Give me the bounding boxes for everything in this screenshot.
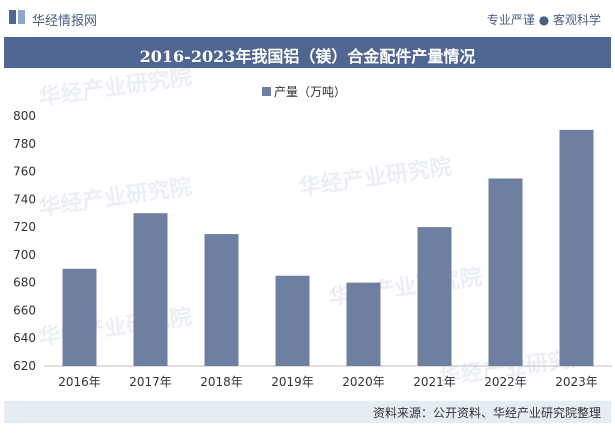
y-tick-label: 760 xyxy=(13,165,36,179)
x-tick-label: 2020年 xyxy=(342,375,385,389)
x-tick-label: 2022年 xyxy=(484,375,527,389)
x-tick-label: 2019年 xyxy=(271,375,314,389)
top-bar: 华经情报网 专业严谨 ● 客观科学 xyxy=(0,0,615,36)
footer: 资料来源：公开资料、华经产业研究院整理 xyxy=(4,401,611,423)
y-tick-label: 740 xyxy=(13,192,36,206)
y-tick-label: 720 xyxy=(13,220,36,234)
bar xyxy=(346,282,381,366)
watermark-text: 华经产业研究院 xyxy=(37,304,193,351)
logo-icon xyxy=(9,10,25,24)
y-tick-label: 620 xyxy=(13,359,36,373)
bar xyxy=(204,234,239,366)
bars xyxy=(62,129,594,366)
brand-name: 华经情报网 xyxy=(32,14,98,29)
title-bar: 2016-2023年我国铝（镁）合金配件产量情况 xyxy=(4,37,611,68)
bar xyxy=(488,178,523,366)
y-tick-label: 800 xyxy=(13,109,36,123)
x-axis: 2016年 2017年 2018年 2019年 2020年 2021年 2022年 2023年 xyxy=(58,375,598,389)
legend-label: 产量（万吨） xyxy=(274,85,346,99)
y-tick-label: 660 xyxy=(13,303,36,317)
bar-chart: 华经产业研究院华经产业研究院华经产业研究院华经产业研究院华经产业研究院华经产业研… xyxy=(13,68,612,391)
x-tick-label: 2023年 xyxy=(555,375,598,389)
bar xyxy=(417,227,452,366)
watermark-text: 华经产业研究院 xyxy=(37,68,193,111)
tagline: 专业严谨 ● 客观科学 xyxy=(486,13,601,27)
y-tick-label: 680 xyxy=(13,276,36,290)
chart-title: 2016-2023年我国铝（镁）合金配件产量情况 xyxy=(139,47,476,66)
x-tick-label: 2021年 xyxy=(413,375,456,389)
legend: 产量（万吨） xyxy=(262,85,346,99)
bar xyxy=(133,213,168,366)
y-tick-label: 700 xyxy=(13,248,36,262)
watermark-text: 华经产业研究院 xyxy=(297,154,453,201)
y-tick-label: 640 xyxy=(13,331,36,345)
source-note: 资料来源：公开资料、华经产业研究院整理 xyxy=(372,406,601,420)
watermark-text: 华经产业研究院 xyxy=(37,174,193,221)
x-tick-label: 2016年 xyxy=(58,375,101,389)
bottom-strip xyxy=(0,428,615,438)
bar xyxy=(559,129,594,366)
bar xyxy=(62,268,97,366)
legend-swatch xyxy=(262,87,271,96)
y-tick-label: 780 xyxy=(13,137,36,151)
bar xyxy=(275,275,310,366)
x-tick-label: 2017年 xyxy=(129,375,172,389)
x-tick-label: 2018年 xyxy=(200,375,243,389)
